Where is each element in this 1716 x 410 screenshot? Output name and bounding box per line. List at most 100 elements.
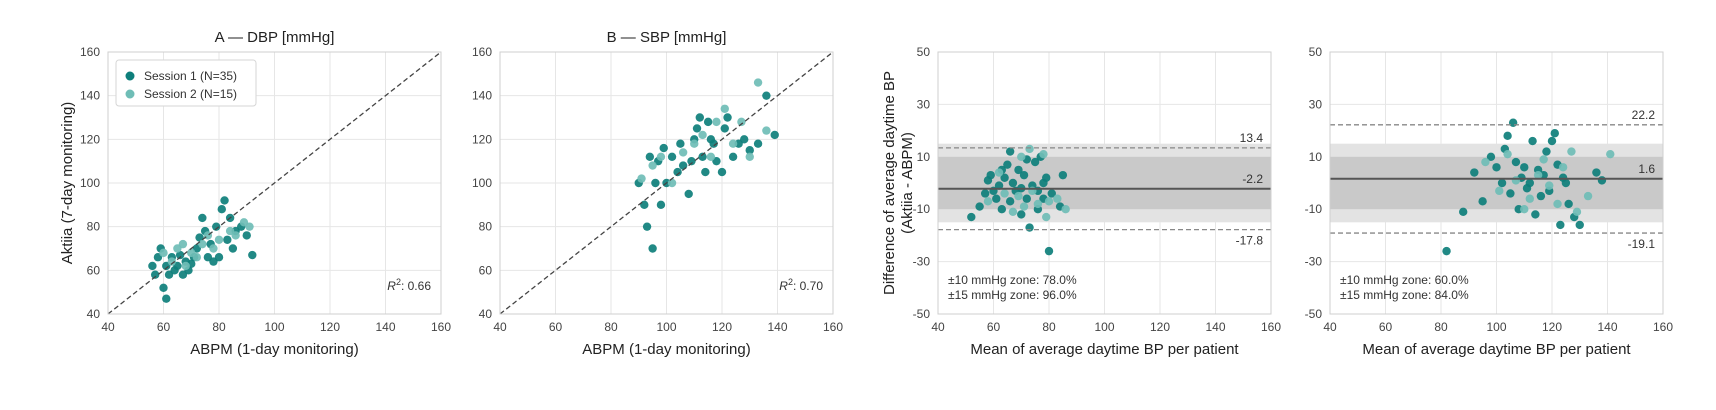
panel-d: 22.2 1.6 -19.1 40 60 80 100 120 140 160 -50 -30 -10 1… [1305, 45, 1674, 358]
data-point [195, 233, 204, 242]
data-point [1061, 205, 1070, 214]
data-point [687, 156, 696, 166]
y-axis-label: Difference of average daytime BP [881, 71, 898, 295]
zone-percentage-text: ±10 mmHg zone: 60.0% [1340, 273, 1469, 287]
data-point [1592, 168, 1601, 177]
data-point [709, 139, 718, 148]
legend: Session 1 (N=35) Session 2 (N=15) [115, 59, 257, 107]
data-point [217, 205, 226, 214]
panel-a: 40 60 80 100 120 140 160 40 60 80 100 120 140 160 A — … [59, 29, 451, 358]
y-tick-label: 120 [472, 132, 492, 146]
r-squared-sup: 2 [396, 277, 401, 287]
zone-percentage-text: ±10 mmHg zone: 78.0% [948, 273, 1077, 287]
x-tick-label: 60 [157, 320, 171, 334]
data-point [986, 170, 995, 180]
mean-label: -2.2 [1242, 172, 1263, 186]
y-tick-label: -30 [1305, 255, 1323, 269]
data-point [1042, 212, 1051, 222]
identity-line [107, 51, 442, 315]
data-point [762, 91, 771, 100]
data-point [975, 202, 984, 211]
data-point [692, 124, 702, 133]
data-point [1506, 189, 1515, 198]
data-point [1497, 178, 1507, 188]
y-tick-label: 120 [80, 132, 100, 146]
y-tick-label: 140 [472, 89, 492, 103]
data-point [1000, 189, 1009, 198]
panel-title: A — DBP [mmHg] [215, 29, 335, 46]
r-squared-label: R2: 0.66 [387, 277, 431, 293]
x-tick-label: 120 [1150, 320, 1170, 334]
data-point [1481, 157, 1490, 167]
data-point [717, 167, 727, 177]
x-tick-label: 140 [375, 320, 395, 334]
data-point [228, 244, 238, 253]
data-point [162, 294, 171, 303]
y-tick-label: 60 [479, 263, 493, 277]
x-axis-label: Mean of average daytime BP per patient [970, 341, 1239, 358]
data-point [150, 270, 160, 279]
y-tick-label: -10 [1305, 202, 1323, 216]
data-point [1508, 118, 1518, 127]
data-point [159, 248, 168, 258]
data-point [698, 130, 707, 140]
series-1 [148, 196, 257, 303]
data-point [1044, 246, 1054, 256]
r-squared-r: R [779, 279, 788, 293]
data-point [698, 152, 707, 161]
data-point [1597, 176, 1607, 185]
data-point [656, 200, 666, 210]
plot-frame [937, 51, 1272, 315]
data-point [994, 181, 1004, 190]
data-point [214, 235, 224, 244]
data-point [1033, 199, 1043, 209]
data-point [720, 104, 729, 113]
data-point [994, 168, 1004, 177]
data-point [1553, 199, 1562, 209]
x-tick-label: 160 [431, 320, 451, 334]
legend-marker [125, 89, 135, 99]
y-axis-label: Aktiia (7-day monitoring) [59, 102, 76, 265]
data-point [1478, 197, 1487, 206]
data-point [667, 178, 677, 188]
legend-box [115, 59, 257, 107]
data-point [676, 139, 685, 148]
r-squared-value: : 0.66 [401, 279, 431, 293]
data-point [1492, 163, 1501, 172]
data-point [745, 146, 754, 155]
data-point [242, 231, 251, 240]
data-point [1525, 194, 1535, 203]
panel-c: 13.4 -2.2 -17.8 40 60 80 100 120 140 160 -50 -30 -10… [881, 45, 1281, 358]
data-point [728, 139, 738, 148]
x-tick-label: 140 [1597, 320, 1617, 334]
data-point [648, 244, 657, 253]
data-point [1017, 210, 1026, 219]
y-tick-label: 100 [472, 176, 492, 190]
y-tick-label: 10 [1309, 150, 1323, 164]
series-2 [1481, 147, 1615, 217]
zone-percentage-text: ±15 mmHg zone: 84.0% [1340, 288, 1469, 302]
data-point [648, 161, 657, 170]
data-point [770, 130, 779, 140]
series-2 [983, 144, 1070, 222]
y-axis-label-2: (Aktiia - ABPM) [899, 132, 916, 234]
data-point [737, 117, 746, 127]
zone-percentage-text: ±15 mmHg zone: 96.0% [948, 288, 1077, 302]
data-point [1486, 152, 1496, 161]
y-tick-label: 160 [80, 45, 100, 59]
x-tick-label: 160 [1653, 320, 1673, 334]
x-tick-label: 140 [1205, 320, 1225, 334]
data-point [1014, 191, 1023, 201]
x-tick-label: 160 [823, 320, 843, 334]
data-point [637, 174, 646, 183]
data-point [1511, 157, 1521, 167]
y-tick-label: 80 [87, 220, 101, 234]
x-axis-label: ABPM (1-day monitoring) [190, 341, 358, 358]
mean-label: 1.6 [1638, 162, 1655, 176]
data-point [1503, 149, 1512, 159]
data-point [1005, 147, 1015, 156]
data-point [1019, 202, 1029, 211]
loa-lower-label: -17.8 [1236, 234, 1264, 248]
x-tick-label: 120 [712, 320, 732, 334]
